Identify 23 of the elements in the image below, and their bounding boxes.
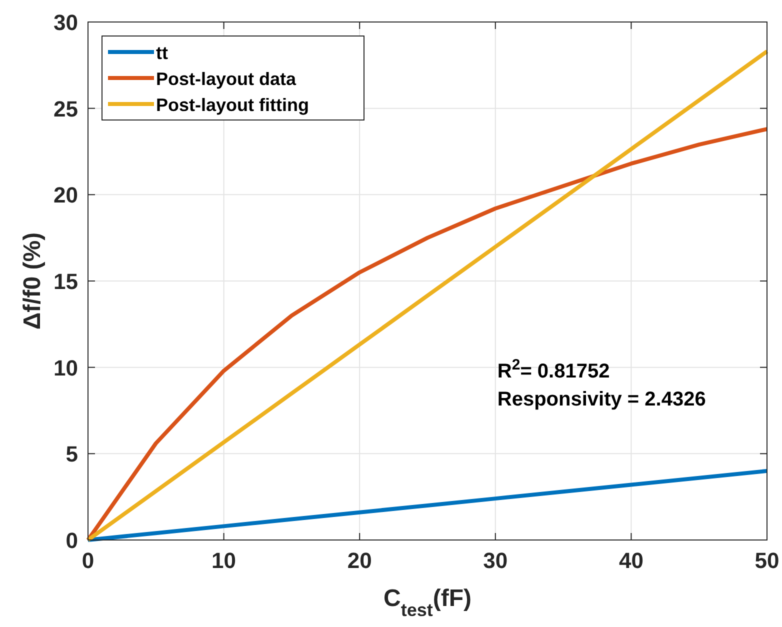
x-tick-label: 50: [754, 548, 780, 573]
legend-label: Post-layout fitting: [156, 95, 309, 115]
y-tick-label: 15: [54, 269, 78, 294]
x-tick-label: 20: [347, 548, 372, 573]
x-tick-label: 40: [618, 548, 644, 573]
y-tick-label: 30: [54, 10, 78, 35]
line-series: [86, 127, 769, 542]
legend-label: Post-layout data: [156, 69, 298, 89]
annotation: R$^{2}$= 0.81752: [497, 356, 610, 383]
x-tick-label: 10: [212, 548, 236, 573]
legend-label: tt: [156, 43, 168, 63]
y-tick-label: 0: [66, 528, 78, 553]
y-tick-label: 10: [54, 355, 78, 380]
y-axis-title: Δf/f0 (%): [19, 232, 46, 330]
x-tick-label: 30: [483, 548, 508, 573]
x-axis-title: C$_{test}$(fF): [384, 585, 472, 620]
line-series: [86, 49, 769, 542]
annotation: Responsivity = 2.4326: [497, 388, 706, 411]
x-tick-label: 0: [82, 548, 94, 573]
y-tick-label: 25: [54, 96, 78, 122]
line-series: [86, 468, 769, 542]
y-tick-label: 20: [54, 182, 78, 208]
y-tick-label: 5: [66, 442, 78, 467]
